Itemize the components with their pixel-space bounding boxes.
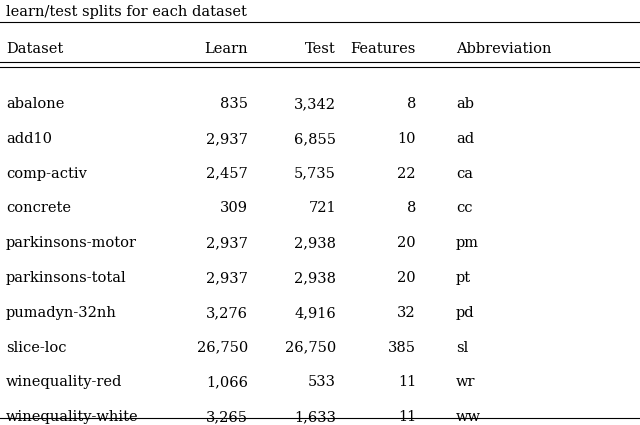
Text: 533: 533 [308,375,336,389]
Text: 3,342: 3,342 [294,97,336,111]
Text: 10: 10 [397,132,416,146]
Text: ca: ca [456,167,473,181]
Text: 32: 32 [397,306,416,320]
Text: 3,265: 3,265 [206,410,248,424]
Text: parkinsons-motor: parkinsons-motor [6,236,137,250]
Text: wr: wr [456,375,476,389]
Text: 3,276: 3,276 [206,306,248,320]
Text: slice-loc: slice-loc [6,340,67,354]
Text: 2,938: 2,938 [294,236,336,250]
Text: comp-activ: comp-activ [6,167,87,181]
Text: pd: pd [456,306,475,320]
Text: 5,735: 5,735 [294,167,336,181]
Text: Learn: Learn [204,42,248,56]
Text: 22: 22 [397,167,416,181]
Text: 8: 8 [406,201,416,215]
Text: 309: 309 [220,201,248,215]
Text: winequality-white: winequality-white [6,410,139,424]
Text: 2,457: 2,457 [206,167,248,181]
Text: ad: ad [456,132,474,146]
Text: pumadyn-32nh: pumadyn-32nh [6,306,117,320]
Text: Test: Test [305,42,336,56]
Text: 26,750: 26,750 [285,340,336,354]
Text: winequality-red: winequality-red [6,375,122,389]
Text: 2,937: 2,937 [206,236,248,250]
Text: 1,633: 1,633 [294,410,336,424]
Text: 20: 20 [397,236,416,250]
Text: ab: ab [456,97,474,111]
Text: 11: 11 [397,375,416,389]
Text: sl: sl [456,340,468,354]
Text: 2,937: 2,937 [206,132,248,146]
Text: 721: 721 [308,201,336,215]
Text: 835: 835 [220,97,248,111]
Text: parkinsons-total: parkinsons-total [6,271,127,285]
Text: abalone: abalone [6,97,65,111]
Text: 385: 385 [388,340,416,354]
Text: 6,855: 6,855 [294,132,336,146]
Text: 2,937: 2,937 [206,271,248,285]
Text: pt: pt [456,271,471,285]
Text: concrete: concrete [6,201,71,215]
Text: 20: 20 [397,271,416,285]
Text: Features: Features [351,42,416,56]
Text: learn/test splits for each dataset: learn/test splits for each dataset [6,5,247,19]
Text: Abbreviation: Abbreviation [456,42,552,56]
Text: 4,916: 4,916 [294,306,336,320]
Text: pm: pm [456,236,479,250]
Text: cc: cc [456,201,472,215]
Text: ww: ww [456,410,481,424]
Text: add10: add10 [6,132,52,146]
Text: 1,066: 1,066 [206,375,248,389]
Text: Dataset: Dataset [6,42,63,56]
Text: 11: 11 [397,410,416,424]
Text: 26,750: 26,750 [196,340,248,354]
Text: 8: 8 [406,97,416,111]
Text: 2,938: 2,938 [294,271,336,285]
